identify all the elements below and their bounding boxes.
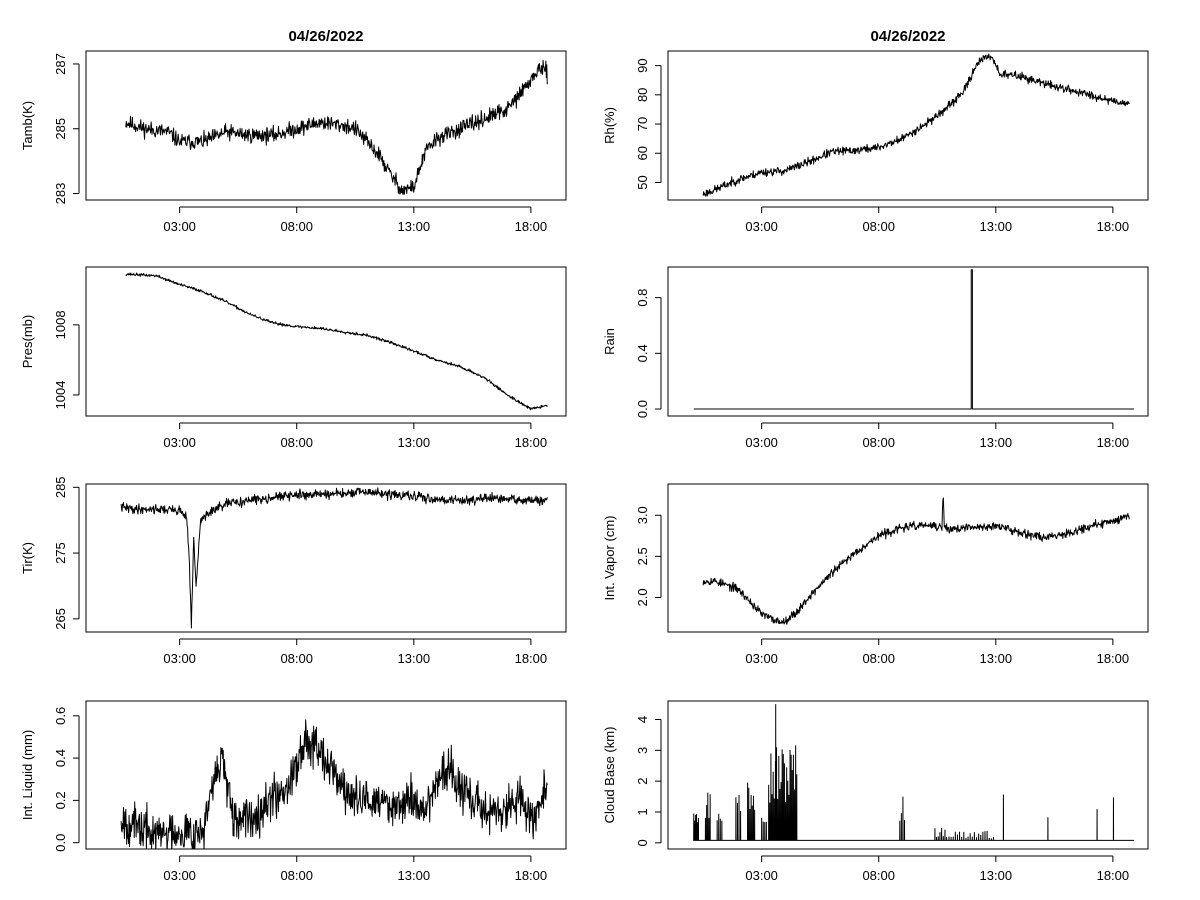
x-tick-label: 18:00 (1097, 651, 1130, 666)
y-tick-label: 285 (53, 118, 68, 140)
x-tick-label: 13:00 (398, 868, 431, 883)
x-tick-label: 03:00 (745, 651, 778, 666)
y-tick-label: 287 (53, 53, 68, 75)
chart-panel: Cloud Base (km) 0 1 2 3 4 03:00 08:00 13:00 18:00 (602, 700, 1149, 883)
series-line (693, 269, 1134, 410)
x-tick-label: 03:00 (745, 435, 778, 450)
chart-panel: 04/26/2022 Tamb(K) 283 285 287 03:00 08:00 13:0… (20, 28, 567, 234)
y-tick-label: 90 (635, 58, 650, 72)
x-tick-label: 18:00 (515, 651, 548, 666)
y-tick-label: 3.0 (635, 506, 650, 524)
x-tick-label: 18:00 (1097, 219, 1130, 234)
y-tick-label: 275 (53, 542, 68, 564)
y-axis-label: Tir(K) (20, 542, 35, 574)
plot-frame (85, 700, 567, 850)
x-tick-label: 13:00 (980, 868, 1013, 883)
y-tick-label: 0.2 (53, 791, 68, 809)
y-tick-label: 0.4 (53, 749, 68, 767)
y-tick-label: 60 (635, 146, 650, 160)
x-tick-label: 13:00 (398, 435, 431, 450)
x-tick-label: 03:00 (745, 868, 778, 883)
y-axis-label: Pres(mb) (20, 315, 35, 368)
series-line (702, 497, 1130, 625)
series-line (125, 59, 548, 196)
x-tick-label: 08:00 (862, 651, 895, 666)
x-tick-label: 08:00 (280, 651, 313, 666)
y-tick-label: 0.6 (53, 707, 68, 725)
y-axis-label: Tamb(K) (20, 101, 35, 150)
series-line (120, 487, 548, 629)
y-tick-label: 1008 (53, 310, 68, 339)
x-tick-label: 08:00 (862, 435, 895, 450)
plot-frame (667, 266, 1149, 417)
panel-title: 04/26/2022 (288, 28, 363, 45)
panel-title: 04/26/2022 (870, 28, 945, 45)
y-tick-label: 0.8 (635, 289, 650, 307)
y-tick-label: 2.0 (635, 588, 650, 606)
x-tick-label: 13:00 (980, 435, 1013, 450)
plot-frame (85, 483, 567, 633)
x-tick-label: 08:00 (862, 219, 895, 234)
y-tick-label: 4 (635, 716, 650, 723)
chart-panel: Tir(K) 265 275 285 03:00 08:00 13:00 18:00 (20, 476, 567, 666)
x-tick-label: 18:00 (515, 868, 548, 883)
x-tick-label: 18:00 (515, 435, 548, 450)
chart-panel: 04/26/2022 Rh(%) 50 60 70 80 90 03:00 08:00 13:00… (602, 28, 1149, 234)
plot-frame (85, 50, 567, 201)
y-tick-label: 3 (635, 747, 650, 754)
y-tick-label: 1 (635, 808, 650, 815)
plot-frame (667, 700, 1149, 850)
y-axis-label: Int. Vapor (cm) (602, 515, 617, 600)
y-axis-label: Rh(%) (602, 107, 617, 144)
x-tick-label: 13:00 (980, 651, 1013, 666)
y-tick-label: 285 (53, 476, 68, 498)
y-tick-label: 283 (53, 183, 68, 205)
x-tick-label: 03:00 (163, 435, 196, 450)
y-tick-label: 0.0 (53, 834, 68, 852)
plot-frame (667, 50, 1149, 201)
x-tick-label: 13:00 (980, 219, 1013, 234)
y-tick-label: 265 (53, 608, 68, 630)
series-line (702, 53, 1130, 197)
plot-frame (85, 266, 567, 417)
y-tick-label: 1004 (53, 381, 68, 410)
chart-panel: Pres(mb) 1004 1008 03:00 08:00 13:00 18:00 (20, 266, 567, 450)
x-tick-label: 13:00 (398, 651, 431, 666)
x-tick-label: 08:00 (280, 219, 313, 234)
y-tick-label: 0 (635, 839, 650, 846)
x-tick-label: 03:00 (163, 868, 196, 883)
x-tick-label: 03:00 (163, 219, 196, 234)
x-tick-label: 08:00 (280, 435, 313, 450)
y-axis-label: Cloud Base (km) (602, 727, 617, 824)
y-axis-label: Int. Liquid (mm) (20, 730, 35, 820)
y-tick-label: 0.4 (635, 344, 650, 362)
series-line (125, 272, 548, 411)
x-tick-label: 03:00 (163, 651, 196, 666)
y-tick-label: 2 (635, 778, 650, 785)
x-tick-label: 18:00 (1097, 868, 1130, 883)
plot-frame (667, 483, 1149, 633)
y-tick-label: 2.5 (635, 547, 650, 565)
series-line (693, 704, 1134, 841)
x-tick-label: 08:00 (280, 868, 313, 883)
chart-panel: Int. Liquid (mm) 0.0 0.2 0.4 0.6 03:00 08:00 13… (20, 700, 567, 883)
y-tick-label: 50 (635, 175, 650, 189)
y-tick-label: 0.0 (635, 400, 650, 418)
series-line (120, 719, 548, 849)
y-tick-label: 80 (635, 88, 650, 102)
x-tick-label: 18:00 (515, 219, 548, 234)
x-tick-label: 13:00 (398, 219, 431, 234)
chart-panel: Int. Vapor (cm) 2.0 2.5 3.0 03:00 08:00 13:00 1… (602, 483, 1149, 666)
y-tick-label: 70 (635, 117, 650, 131)
x-tick-label: 03:00 (745, 219, 778, 234)
x-tick-label: 08:00 (862, 868, 895, 883)
chart-panel: Rain 0.0 0.4 0.8 03:00 08:00 13:00 18:00 (602, 266, 1149, 450)
y-axis-label: Rain (602, 328, 617, 355)
x-tick-label: 18:00 (1097, 435, 1130, 450)
